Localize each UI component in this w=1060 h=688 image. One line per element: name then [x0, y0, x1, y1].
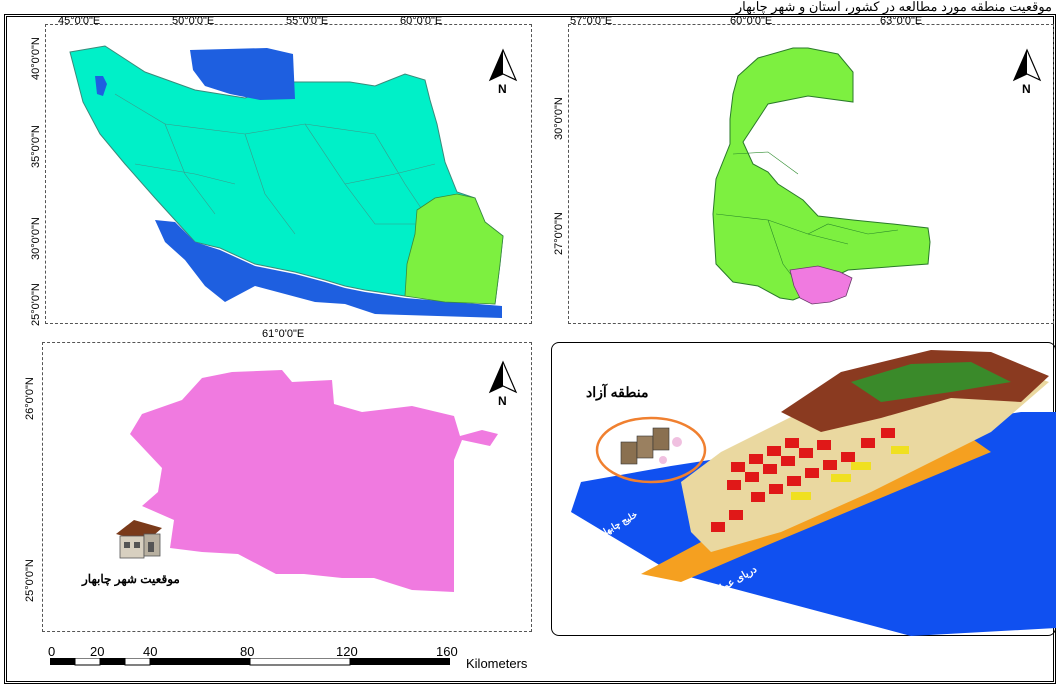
north-arrow-icon — [488, 48, 518, 82]
north-arrow-icon — [1012, 48, 1042, 82]
north-label: N — [498, 394, 507, 408]
scale-unit-label: Kilometers — [466, 656, 528, 671]
province-map — [712, 47, 931, 305]
panel-province-lat-tick: 27°0'0"N — [553, 212, 565, 255]
north-label: N — [498, 82, 507, 96]
panel-county-lat-tick: 26°0'0"N — [24, 377, 36, 420]
urban-land-shape — [681, 362, 1049, 552]
scale-tick-label: 40 — [143, 644, 158, 659]
panel-county-lon-tick: 61°0'0"E — [262, 328, 305, 340]
buildings-icon — [620, 427, 682, 465]
panel-province-lon-tick: 57°0'0"E — [570, 15, 613, 27]
city-location-label: موقعیت شهر چابهار — [82, 572, 180, 586]
scale-bar-graphic — [50, 658, 450, 666]
panel-province-lon-tick: 63°0'0"E — [880, 15, 923, 27]
free-zone-3d-map — [571, 350, 1056, 636]
persian-gulf-shape — [155, 220, 502, 318]
county-shape — [130, 370, 498, 592]
panel-province-lat-tick: 30°0'0"N — [553, 97, 565, 140]
panel-iran-lat-tick: 40°0'0"N — [30, 37, 42, 80]
province-shape — [712, 47, 931, 301]
panel-iran-lat-tick: 25°0'0"N — [30, 283, 42, 326]
house-icon — [116, 520, 162, 559]
scale-tick-label: 160 — [436, 644, 458, 659]
sistan-province-shape — [404, 193, 504, 305]
iran-map — [69, 45, 504, 318]
panel-iran-lon-tick: 55°0'0"E — [286, 15, 329, 27]
panel-county — [42, 342, 532, 632]
scale-tick-label: 120 — [336, 644, 358, 659]
scale-tick-label: 20 — [90, 644, 105, 659]
scale-tick-label: 0 — [48, 644, 56, 659]
panel-iran — [45, 24, 532, 324]
north-arrow-icon — [488, 360, 518, 394]
panel-iran-lat-tick: 30°0'0"N — [30, 217, 42, 260]
panel-iran-lon-tick: 45°0'0"E — [58, 15, 101, 27]
panel-iran-lon-tick: 60°0'0"E — [400, 15, 443, 27]
free-zone-label: منطقه آزاد — [586, 384, 649, 400]
scale-bar — [50, 658, 550, 672]
panel-province-lon-tick: 60°0'0"E — [730, 15, 773, 27]
free-zone-highlight — [595, 416, 707, 484]
county-map — [130, 370, 498, 592]
caspian-sea-shape — [190, 48, 295, 100]
north-label: N — [1022, 82, 1031, 96]
panel-iran-lon-tick: 50°0'0"E — [172, 15, 215, 27]
figure-caption: موقعیت منطقه مورد مطالعه در کشور، استان … — [735, 0, 1052, 14]
panel-county-lat-tick: 25°0'0"N — [24, 559, 36, 602]
panel-province — [568, 24, 1054, 324]
chabahar-county-shape — [789, 265, 853, 305]
panel-iran-lat-tick: 35°0'0"N — [30, 125, 42, 168]
lake-urmia-shape — [95, 76, 107, 96]
scale-tick-label: 80 — [240, 644, 255, 659]
